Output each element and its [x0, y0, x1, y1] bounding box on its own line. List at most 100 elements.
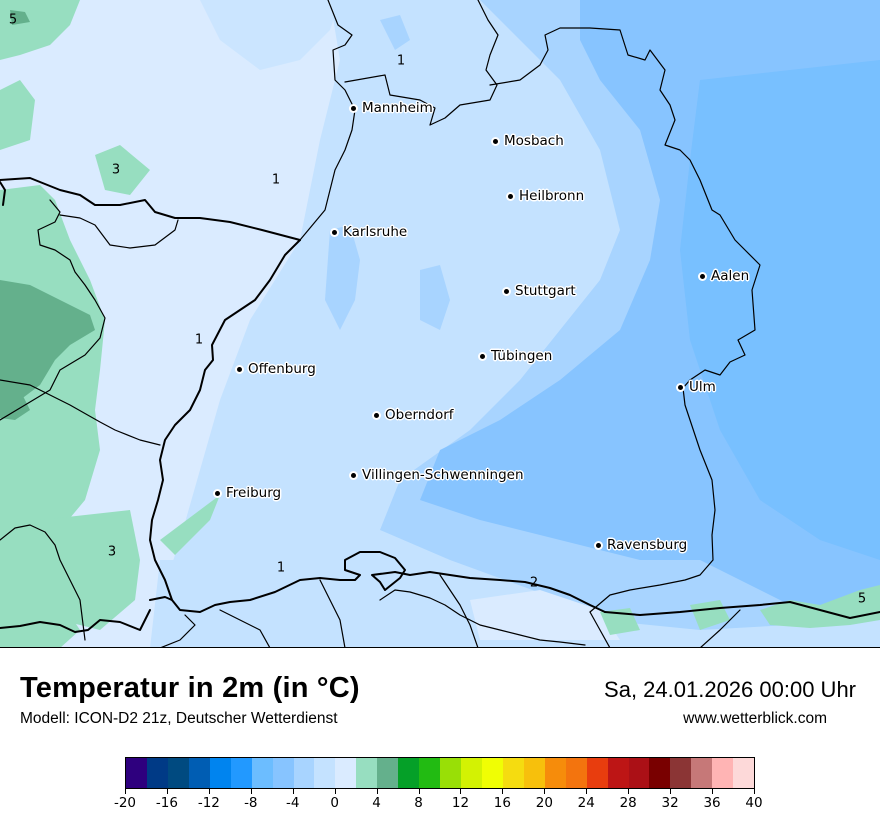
colorbar-tick [544, 789, 546, 794]
colorbar-tick [166, 789, 168, 794]
colorbar-tick-label: -8 [244, 795, 258, 811]
colorbar-segment [251, 758, 273, 788]
city-dot-icon [480, 353, 485, 359]
contour-label: 5 [857, 591, 867, 607]
colorbar-segment [733, 758, 755, 788]
colorbar-tick [754, 789, 755, 794]
city-label: Karlsruhe [343, 224, 408, 240]
colorbar-tick [376, 789, 378, 794]
colorbar-segment [628, 758, 650, 788]
colorbar-segment [523, 758, 545, 788]
colorbar-tick-label: 24 [577, 795, 595, 811]
contour-label: 3 [107, 544, 117, 560]
colorbar-segment [502, 758, 524, 788]
city-dot-icon [493, 138, 498, 144]
colorbar-tick-label: 28 [619, 795, 637, 811]
city-label: Mosbach [504, 133, 564, 149]
city-mosbach: Mosbach [493, 133, 564, 149]
colorbar-segment [314, 758, 336, 788]
city-ravensburg: Ravensburg [596, 537, 687, 553]
city-dot-icon [700, 273, 705, 279]
city-label: Villingen-Schwenningen [362, 467, 524, 483]
city-dot-icon [508, 193, 513, 199]
city-stuttgart: Stuttgart [504, 283, 576, 299]
city-label: Heilbronn [519, 188, 585, 204]
colorbar-tick-label: 4 [372, 795, 381, 811]
city-dot-icon [215, 490, 220, 496]
city-tuebingen: Tübingen [480, 348, 552, 364]
model-subtitle: Modell: ICON-D2 21z, Deutscher Wetterdie… [20, 710, 338, 727]
colorbar-tick-label: 40 [745, 795, 763, 811]
colorbar-segment [461, 758, 482, 788]
colorbar-segment [670, 758, 692, 788]
city-dot-icon [596, 542, 601, 548]
colorbar-segment [586, 758, 608, 788]
colorbar-segment [126, 758, 147, 788]
contour-label: 1 [194, 332, 204, 348]
colorbar-tick [418, 789, 420, 794]
colorbar-segment [356, 758, 378, 788]
colorbar-tick-label: -20 [113, 795, 137, 811]
colorbar-tick-label: 12 [451, 795, 470, 811]
colorbar-segment [335, 758, 357, 788]
colorbar-tick [670, 789, 672, 794]
colorbar-tick-label: -12 [197, 795, 220, 811]
colorbar-segment [419, 758, 441, 788]
city-label: Freiburg [226, 485, 282, 501]
city-karlsruhe: Karlsruhe [332, 224, 407, 240]
valid-datetime: Sa, 24.01.2026 00:00 Uhr [604, 677, 856, 702]
colorbar-segment [712, 758, 734, 788]
contour-label: 3 [111, 162, 121, 178]
city-dot-icon [374, 412, 379, 418]
contour-label: 5 [8, 12, 18, 28]
city-dot-icon [332, 229, 337, 235]
city-label: Aalen [711, 268, 750, 284]
colorbar-segment [440, 758, 461, 788]
city-oberndorf: Oberndorf [374, 407, 454, 423]
city-label: Mannheim [362, 100, 433, 116]
city-label: Oberndorf [385, 407, 454, 423]
website-link[interactable]: www.wetterblick.com [683, 710, 827, 727]
city-label: Stuttgart [515, 283, 576, 299]
colorbar-tick-label: 0 [330, 795, 339, 811]
contour-label: 1 [271, 172, 281, 188]
city-dot-icon [351, 472, 356, 478]
contour-label: 1 [396, 53, 406, 69]
colorbar-tick [460, 789, 462, 794]
colorbar-tick-label: 36 [703, 795, 721, 811]
colorbar-segment [481, 758, 503, 788]
colorbar-segment [377, 758, 399, 788]
colorbar-segment [293, 758, 315, 788]
city-mannheim: Mannheim [351, 100, 433, 116]
city-villingen-schwenningen: Villingen-Schwenningen [351, 467, 524, 483]
colorbar-tick [712, 789, 714, 794]
colorbar-segment [209, 758, 231, 788]
colorbar-tick [628, 789, 630, 794]
city-offenburg: Offenburg [237, 361, 316, 377]
colorbar-tick [586, 789, 588, 794]
colorbar-tick-label: -4 [285, 795, 300, 811]
city-dot-icon [504, 288, 509, 294]
contour-label: 2 [529, 575, 539, 591]
colorbar [125, 757, 755, 789]
city-freiburg: Freiburg [215, 485, 281, 501]
colorbar-tick [208, 789, 210, 794]
city-label: Ulm [689, 379, 716, 395]
colorbar-tick-label: 32 [661, 795, 679, 811]
colorbar-tick [250, 789, 252, 794]
colorbar-segment [230, 758, 252, 788]
colorbar-segment [167, 758, 189, 788]
colorbar-segment [188, 758, 210, 788]
map-canvas [0, 0, 880, 647]
colorbar-tick-label: 20 [535, 795, 553, 811]
colorbar-tick-label: -16 [155, 795, 178, 811]
city-dot-icon [351, 105, 356, 111]
city-label: Tübingen [491, 348, 553, 364]
colorbar-segment [146, 758, 168, 788]
colorbar-segment [544, 758, 566, 788]
colorbar-segment [649, 758, 671, 788]
city-aalen: Aalen [700, 268, 749, 284]
colorbar-tick-label: 16 [493, 795, 511, 811]
colorbar-tick-label: 8 [414, 795, 423, 811]
colorbar-segment [565, 758, 587, 788]
